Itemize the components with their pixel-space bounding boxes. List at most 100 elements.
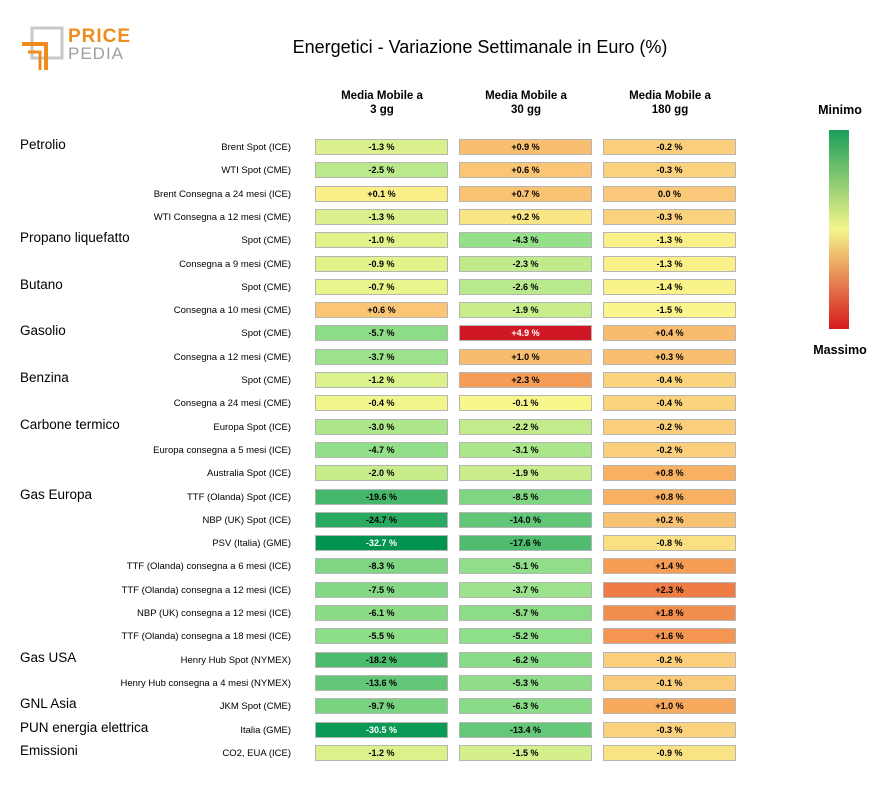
heatmap-cell: +0.1 % <box>315 185 448 202</box>
group-label: PUN energia elettrica <box>20 719 149 735</box>
heatmap-cell: -6.2 % <box>459 651 592 668</box>
heatmap-cell: -0.2 % <box>603 651 736 668</box>
heatmap-cell: -13.6 % <box>315 674 448 691</box>
heatmap-cell: -0.7 % <box>315 278 448 295</box>
heatmap-cell: -1.2 % <box>315 372 448 388</box>
row-label: TTF (Olanda) consegna a 12 mesi (ICE) <box>121 584 291 596</box>
row-label: TTF (Olanda) consegna a 6 mesi (ICE) <box>126 561 291 573</box>
heatmap-cell: -30.5 % <box>315 721 448 738</box>
heatmap-cell: -2.3 % <box>459 255 592 272</box>
heatmap-cell: -5.3 % <box>459 674 592 691</box>
heatmap-cell: +0.7 % <box>459 185 592 202</box>
pricepedia-logo: PRICE PEDIA <box>20 24 130 74</box>
heatmap-cell: -0.2 % <box>603 441 736 458</box>
heatmap-cell: +2.3 % <box>603 581 736 598</box>
heatmap-cell: -1.3 % <box>603 232 736 249</box>
row-label: TTF (Olanda) Spot (ICE) <box>187 491 291 503</box>
heatmap-cell: -18.2 % <box>315 651 448 668</box>
row-label: Europa Spot (ICE) <box>213 421 291 433</box>
row-label: WTI Consegna a 12 mesi (CME) <box>153 211 291 223</box>
heatmap-cell: -1.9 % <box>459 465 592 482</box>
heatmap-cell: -6.1 % <box>315 605 448 621</box>
heatmap-cell: +1.8 % <box>603 605 736 621</box>
row-label: Brent Consegna a 24 mesi (ICE) <box>153 188 291 200</box>
group-label: GNL Asia <box>20 696 77 712</box>
heatmap-cell: -0.2 % <box>603 418 736 435</box>
row-label: Spot (CME) <box>241 235 291 247</box>
heatmap-cell: +0.8 % <box>603 488 736 505</box>
heatmap-cell: -2.0 % <box>315 465 448 482</box>
row-label: Consegna a 9 mesi (CME) <box>179 258 291 270</box>
heatmap-cell: -4.3 % <box>459 232 592 249</box>
heatmap-cell: +0.6 % <box>315 302 448 319</box>
heatmap-cell: -0.3 % <box>603 162 736 179</box>
group-label: Benzina <box>20 370 69 385</box>
heatmap-cell: -14.0 % <box>459 511 592 528</box>
heatmap-cell: -1.9 % <box>459 302 592 319</box>
heatmap-cell: -6.3 % <box>459 698 592 715</box>
legend-color-bar <box>829 130 849 329</box>
column-header-text: Media Mobile a 30 gg <box>485 90 567 116</box>
row-label: Brent Spot (ICE) <box>221 142 291 153</box>
row-label: CO2, EUA (ICE) <box>222 747 291 759</box>
column-header-30gg: Media Mobile a 30 gg <box>459 89 593 117</box>
group-label: Butano <box>20 276 63 292</box>
group-label: Gasolio <box>20 323 66 339</box>
heatmap-cell: -17.6 % <box>459 535 592 552</box>
heatmap-cell: -3.0 % <box>315 418 448 435</box>
column-header-text: Media Mobile a 180 gg <box>629 90 711 116</box>
heatmap-cell: -9.7 % <box>315 698 448 715</box>
row-label: WTI Spot (CME) <box>221 165 291 177</box>
heatmap-cell: -0.4 % <box>603 395 736 412</box>
heatmap-cell: -5.5 % <box>315 628 448 645</box>
row-label: Consegna a 24 mesi (CME) <box>173 398 291 410</box>
heatmap-cell: -0.1 % <box>459 395 592 412</box>
heatmap-cell: -2.5 % <box>315 162 448 179</box>
heatmap-cell: -0.3 % <box>603 721 736 738</box>
heatmap-cell: +0.6 % <box>459 162 592 179</box>
row-label: Consegna a 10 mesi (CME) <box>173 305 291 317</box>
group-label: Petrolio <box>20 137 66 152</box>
heatmap-cell: -4.7 % <box>315 441 448 458</box>
column-header-180gg: Media Mobile a 180 gg <box>603 89 737 117</box>
heatmap-cell: +1.6 % <box>603 628 736 645</box>
heatmap-cell: -1.5 % <box>459 744 592 761</box>
heatmap-cell: -0.4 % <box>315 395 448 412</box>
heatmap-cell: -5.2 % <box>459 628 592 645</box>
heatmap-cell: -2.6 % <box>459 278 592 295</box>
heatmap-cell: -0.9 % <box>315 255 448 272</box>
group-label: Propano liquefatto <box>20 230 130 246</box>
logo-mark-icon <box>22 26 64 70</box>
heatmap-cell: +0.2 % <box>603 511 736 528</box>
column-header-3gg: Media Mobile a 3 gg <box>315 89 449 117</box>
heatmap-cell: +1.4 % <box>603 558 736 575</box>
row-label: NBP (UK) Spot (ICE) <box>202 514 291 526</box>
heatmap-cell: +1.0 % <box>459 348 592 365</box>
heatmap-cell: +0.9 % <box>459 139 592 155</box>
row-label: Italia (GME) <box>240 724 291 736</box>
heatmap-cell: -8.5 % <box>459 488 592 505</box>
heatmap-cell: -24.7 % <box>315 511 448 528</box>
logo-text-price: PRICE <box>68 26 132 47</box>
row-label: NBP (UK) consegna a 12 mesi (ICE) <box>137 608 291 619</box>
column-header-text: Media Mobile a 3 gg <box>341 90 423 116</box>
heatmap-cell: -0.9 % <box>603 744 736 761</box>
heatmap-cell: -5.7 % <box>459 605 592 621</box>
heatmap-cell: -5.7 % <box>315 325 448 342</box>
heatmap-cell: -0.8 % <box>603 535 736 552</box>
group-label: Emissioni <box>20 742 78 758</box>
heatmap-cell: -7.5 % <box>315 581 448 598</box>
heatmap-cell: -3.1 % <box>459 441 592 458</box>
legend-min-label: Minimo <box>818 103 862 117</box>
heatmap-cell: -3.7 % <box>315 348 448 365</box>
group-label: Carbone termico <box>20 416 120 432</box>
row-label: Spot (CME) <box>241 328 291 340</box>
heatmap-cell: +0.2 % <box>459 208 592 225</box>
heatmap-cell: -19.6 % <box>315 488 448 505</box>
heatmap-cell: -1.0 % <box>315 232 448 249</box>
heatmap-cell: -1.4 % <box>603 278 736 295</box>
heatmap-cell: 0.0 % <box>603 185 736 202</box>
heatmap-cell: +4.9 % <box>459 325 592 342</box>
chart-title: Energetici - Variazione Settimanale in E… <box>292 37 668 57</box>
heatmap-cell: +0.4 % <box>603 325 736 342</box>
